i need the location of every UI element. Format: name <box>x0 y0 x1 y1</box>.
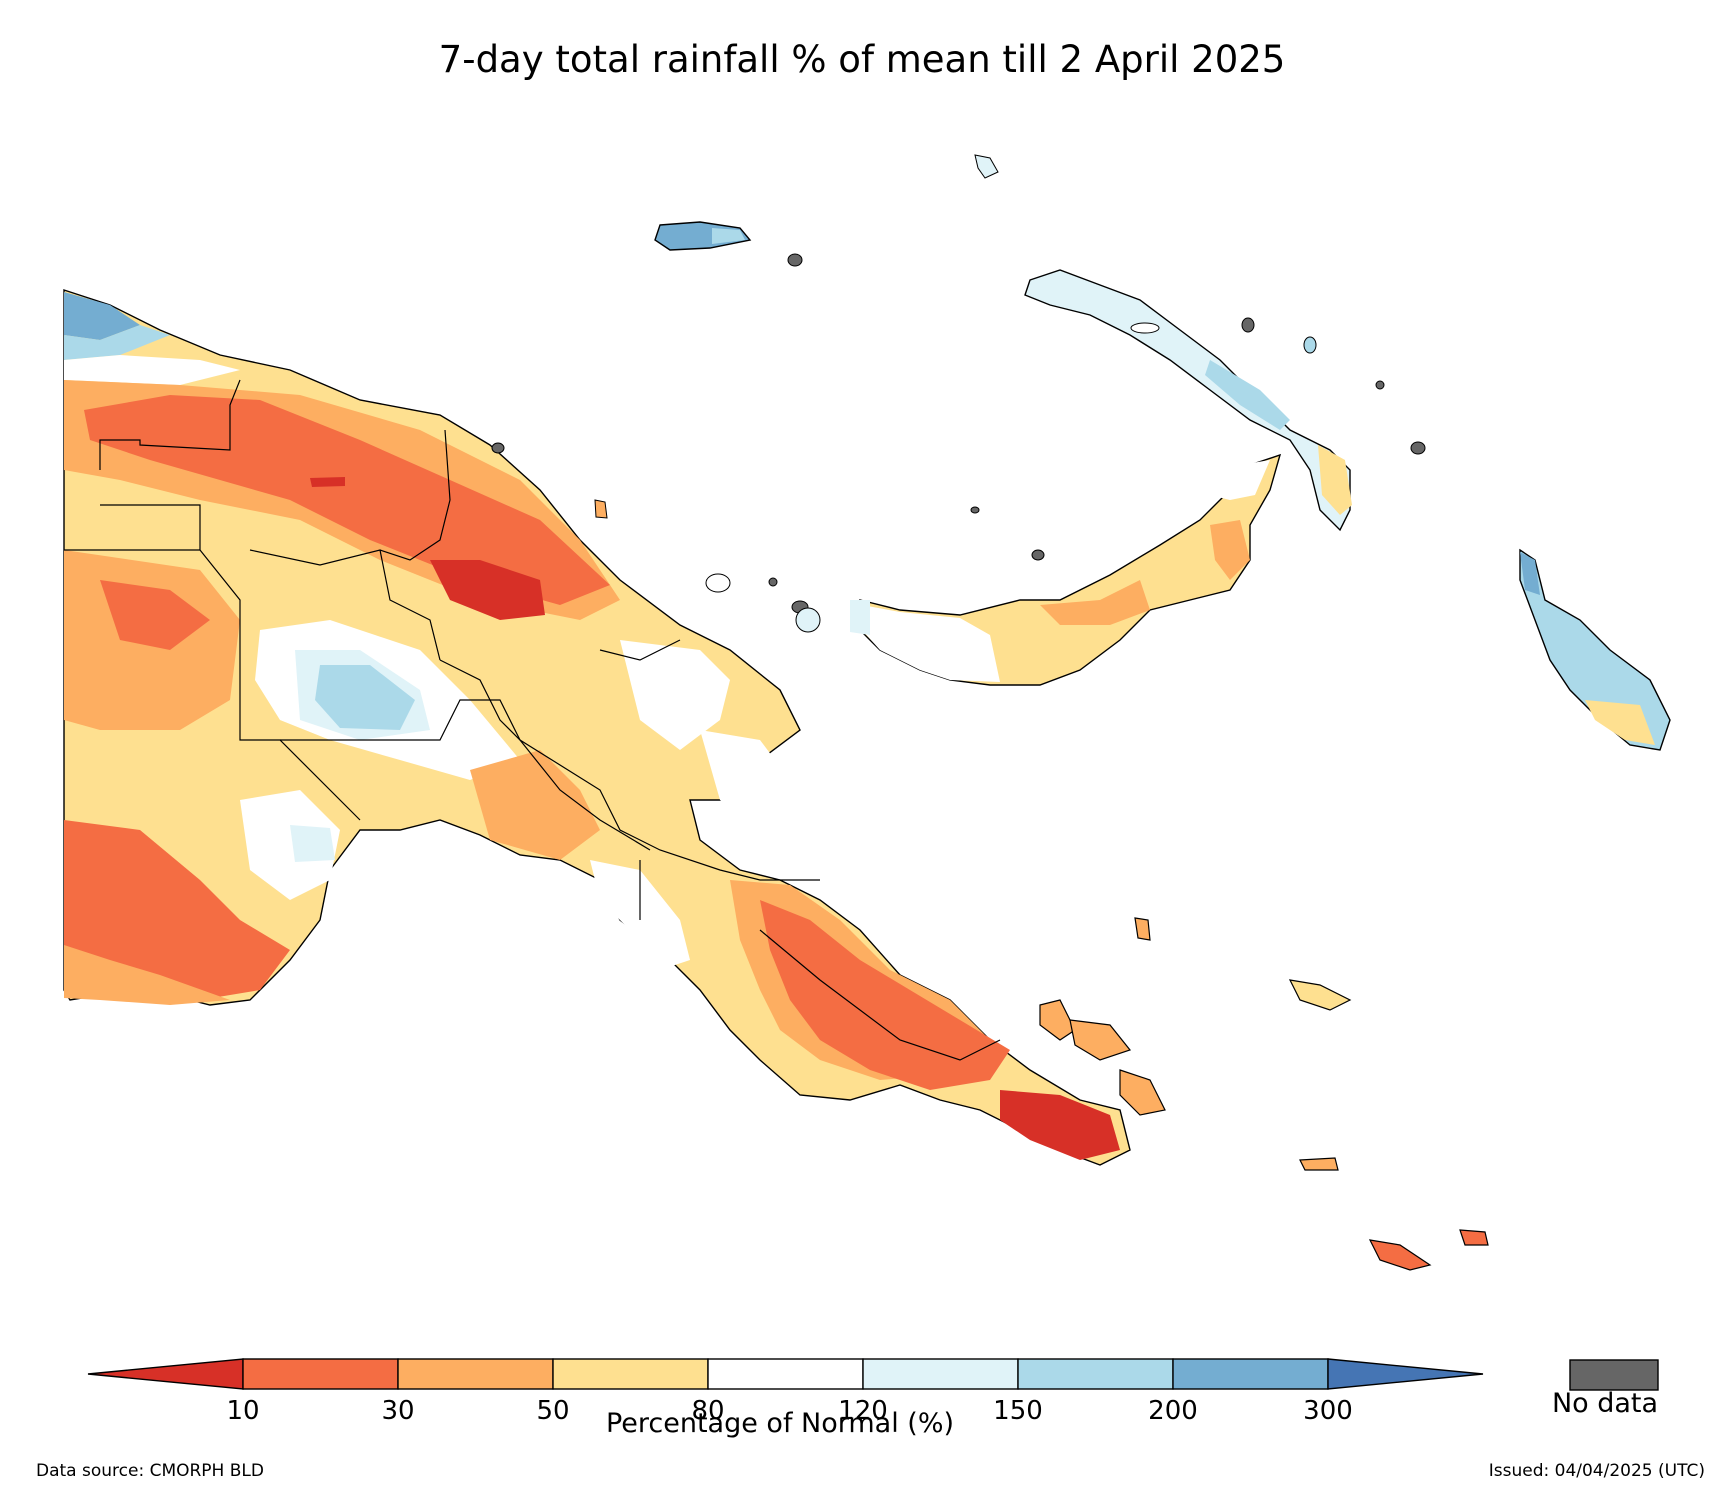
map-title: 7-day total rainfall % of mean till 2 Ap… <box>438 38 1286 81</box>
new-britain-lightblue-west <box>850 600 870 635</box>
new-ireland-blue <box>1205 360 1290 430</box>
new-ireland-outline <box>1024 269 1351 532</box>
colorbar-bin-30-50 <box>397 1358 554 1390</box>
colorbar-bin-200-300 <box>1172 1358 1329 1390</box>
new-britain-white-west <box>862 605 1000 682</box>
manus-outline <box>654 221 752 251</box>
zone-white-east-north <box>620 640 730 750</box>
zone-white-fly <box>240 790 340 900</box>
no-data-label: No data <box>1551 1388 1659 1419</box>
zone-orange-sw <box>64 945 230 1005</box>
colorbar-tick-30: 30 <box>381 1396 415 1426</box>
colorbar-bin-150-200 <box>1017 1358 1174 1390</box>
zone-white-nw <box>64 355 240 385</box>
colorbar-tick-120: 120 <box>838 1396 888 1426</box>
colorbar-bin-50-80 <box>552 1358 709 1390</box>
new-britain <box>850 453 1282 686</box>
colorbar-tick-50: 50 <box>536 1396 570 1426</box>
zone-darkred-north <box>430 560 545 620</box>
new-ireland-yellow-south <box>1318 445 1352 515</box>
colorbar-bin-120-150 <box>862 1358 1019 1390</box>
zone-white-morobe <box>700 730 790 810</box>
manus-lightblue <box>712 228 745 244</box>
colorbar-tick-10: 10 <box>226 1396 260 1426</box>
new-britain-orange-2 <box>1210 520 1250 580</box>
zone-blue-nw <box>64 292 140 340</box>
milne-bay-islands <box>1039 917 1489 1271</box>
colorbar-bin-10-30 <box>242 1358 399 1390</box>
no-data-swatch <box>1569 1359 1659 1391</box>
colorbar-tick-200: 200 <box>1148 1396 1198 1426</box>
manus <box>654 221 752 251</box>
zone-darkred-spot <box>310 477 345 487</box>
zones-west <box>64 292 1120 1160</box>
colorbar-tick-150: 150 <box>993 1396 1043 1426</box>
colorbar-extend-low <box>87 1358 244 1390</box>
bougainville-blue-north <box>1520 552 1540 595</box>
bougainville-yellow <box>1585 700 1655 745</box>
zone-red-ranges <box>760 900 1010 1090</box>
zone-lightblue-fly <box>290 825 335 862</box>
colorbar-title: Percentage of Normal (%) <box>605 1408 955 1439</box>
new-britain-white-gazelle <box>1195 460 1270 500</box>
bougainville <box>1519 548 1671 751</box>
issued-date: Issued: 04/04/2025 (UTC) <box>1488 1461 1705 1481</box>
zone-red-north <box>84 395 610 605</box>
new-britain-orange <box>1040 580 1150 625</box>
zone-orange-gulf <box>470 750 600 860</box>
bougainville-outline <box>1519 548 1671 751</box>
zone-red-sw <box>64 820 290 1000</box>
colorbar-tick-80: 80 <box>691 1396 725 1426</box>
colorbar <box>87 1358 1659 1391</box>
small-islands <box>594 154 1317 633</box>
new-ireland <box>1024 269 1352 532</box>
zone-blue-central <box>315 665 415 730</box>
zone-lightblue-nw <box>64 325 170 360</box>
zone-darkred-milnebay <box>1000 1090 1120 1160</box>
colorbar-extend-high <box>1327 1358 1484 1390</box>
zone-red-west <box>100 580 210 650</box>
colorbar-bin-80-120 <box>707 1358 864 1390</box>
data-source: Data source: CMORPH BLD <box>36 1461 264 1481</box>
province-borders <box>64 379 1001 1061</box>
colorbar-tick-300: 300 <box>1303 1396 1353 1426</box>
